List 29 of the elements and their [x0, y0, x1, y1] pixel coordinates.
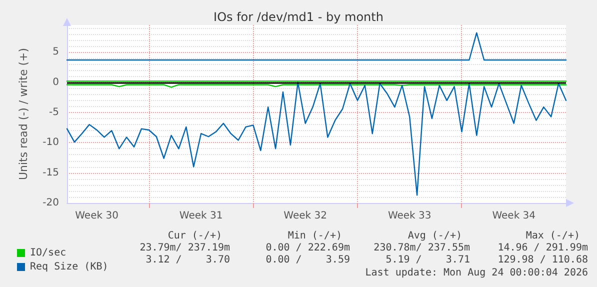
- y-tick-label: -10: [42, 137, 59, 148]
- y-tick-label: -15: [42, 167, 59, 178]
- x-tick-label: Week 33: [388, 210, 432, 222]
- legend-label: IO/sec: [30, 248, 66, 258]
- y-tick-label: 5: [52, 46, 59, 58]
- chart-title: IOs for /dev/md1 - by month: [214, 10, 384, 24]
- text: 5.19 / 3.71: [386, 254, 470, 266]
- text: 230.78m/ 237.55m: [374, 242, 470, 254]
- text: Cur (-/+): [168, 230, 222, 242]
- y-axis-title: Units read (-) / write (+): [17, 48, 30, 180]
- legend-label: Req Size (KB): [30, 262, 108, 272]
- y-tick-label: -5: [49, 106, 59, 118]
- text: Last update: Mon Aug 24 00:00:04 2026: [365, 268, 588, 278]
- x-tick-label: Week 32: [284, 210, 327, 222]
- text: 0.00 / 3.59: [266, 254, 350, 266]
- y-tick-label: 0: [52, 76, 59, 88]
- text: 14.96 / 291.99m: [498, 242, 588, 254]
- y-tick-label: -20: [42, 198, 59, 208]
- text: Avg (-/+): [408, 230, 462, 242]
- text: Max (-/+): [526, 230, 580, 242]
- text: Min (-/+): [288, 230, 342, 242]
- text: 0.00 / 222.69m: [266, 242, 350, 254]
- x-tick-label: Week 30: [75, 210, 118, 222]
- x-tick-label: Week 31: [179, 210, 223, 222]
- text: 129.98 / 110.68: [498, 254, 588, 266]
- text: 23.79m/ 237.19m: [140, 242, 230, 254]
- x-tick-label: Week 34: [492, 210, 536, 222]
- text: 3.12 / 3.70: [146, 254, 230, 266]
- line-series: [66, 82, 567, 196]
